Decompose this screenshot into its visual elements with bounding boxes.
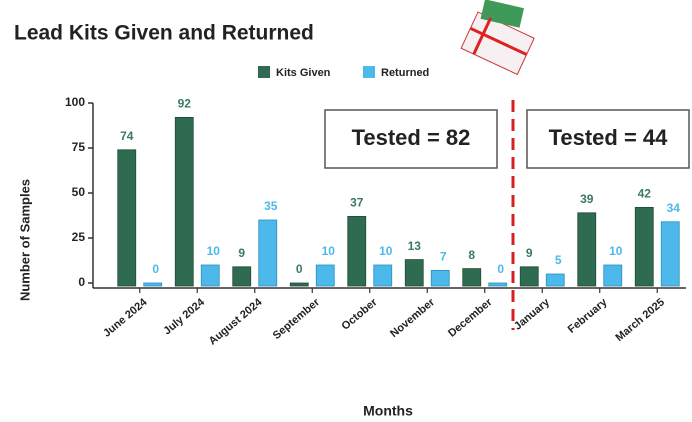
- annotation: Tested = 44: [549, 125, 669, 150]
- bar: [635, 207, 653, 286]
- value-label: 7: [440, 250, 447, 264]
- bar: [316, 265, 334, 286]
- value-label: 37: [350, 196, 364, 210]
- bar: [201, 265, 219, 286]
- bar: [233, 267, 251, 286]
- value-label: 92: [178, 97, 192, 111]
- value-label: 10: [207, 244, 221, 258]
- x-tick-label: October: [340, 296, 381, 333]
- value-label: 34: [667, 201, 681, 215]
- bar: [259, 220, 277, 286]
- bar: [348, 216, 366, 286]
- x-tick-label: July 2024: [161, 296, 207, 338]
- bar: [463, 269, 481, 286]
- bar: [604, 265, 622, 286]
- y-axis-label: Number of Samples: [17, 179, 32, 301]
- x-tick-label: December: [446, 296, 495, 340]
- y-tick-label: 75: [72, 140, 86, 154]
- y-tick-label: 100: [65, 95, 85, 109]
- value-label: 35: [264, 199, 278, 213]
- value-label: 74: [120, 129, 134, 143]
- value-label: 0: [152, 262, 159, 276]
- x-tick-label: February: [566, 296, 610, 336]
- chart-title: Lead Kits Given and Returned: [14, 22, 314, 45]
- value-label: 0: [296, 262, 303, 276]
- x-axis-label: Months: [363, 403, 413, 419]
- y-tick-label: 50: [72, 185, 86, 199]
- value-label: 10: [609, 244, 623, 258]
- y-tick-label: 0: [78, 275, 85, 289]
- bar: [431, 270, 449, 286]
- y-tick-label: 25: [72, 230, 86, 244]
- value-label: 9: [526, 246, 533, 260]
- value-label: 0: [497, 262, 504, 276]
- legend-label: Returned: [381, 67, 429, 79]
- value-label: 42: [638, 187, 652, 201]
- bar: [520, 267, 538, 286]
- value-label: 9: [238, 246, 245, 260]
- chart: Lead Kits Given and Returned Months Numb…: [0, 0, 692, 422]
- bar: [175, 117, 193, 286]
- bar: [661, 222, 679, 286]
- value-label: 5: [555, 253, 562, 267]
- value-label: 13: [408, 239, 422, 253]
- x-tick-label: November: [388, 296, 437, 340]
- bar: [489, 283, 507, 286]
- gift-card-icon: [461, 0, 544, 74]
- bar: [144, 283, 162, 286]
- value-label: 10: [322, 244, 336, 258]
- x-tick-label: August 2024: [207, 296, 265, 348]
- bar: [578, 213, 596, 286]
- x-tick-label: January: [512, 296, 553, 333]
- value-label: 8: [468, 248, 475, 262]
- x-tick-label: September: [271, 296, 323, 342]
- legend-label: Kits Given: [276, 67, 331, 79]
- bar: [374, 265, 392, 286]
- x-tick-label: June 2024: [101, 296, 150, 340]
- value-label: 39: [580, 192, 594, 206]
- legend-swatch: [258, 66, 270, 78]
- bar: [405, 260, 423, 286]
- bar: [290, 283, 308, 286]
- bar: [546, 274, 564, 286]
- annotation: Tested = 82: [352, 125, 471, 150]
- value-label: 10: [379, 244, 393, 258]
- x-tick-label: March 2025: [613, 296, 667, 344]
- bar: [118, 150, 136, 286]
- legend-swatch: [363, 66, 375, 78]
